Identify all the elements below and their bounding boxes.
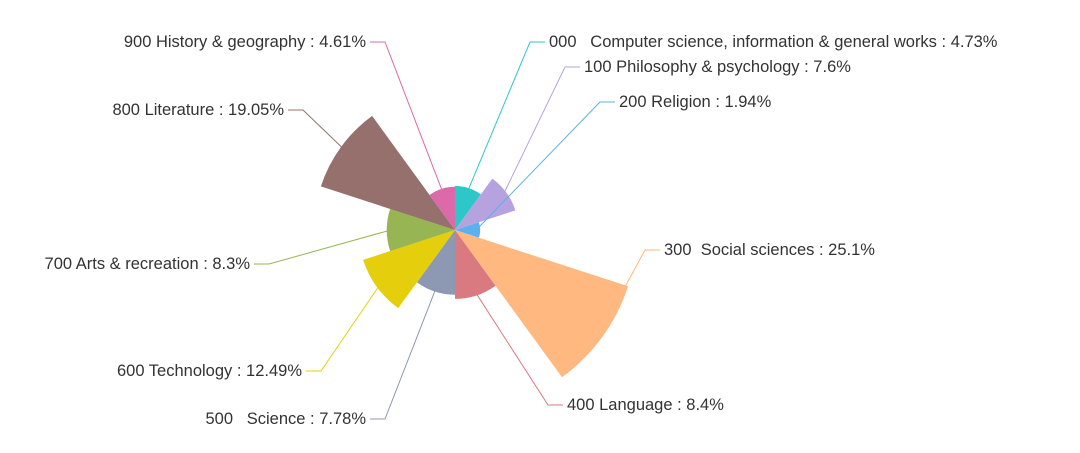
leader-line (474, 291, 563, 406)
slice-label: 300 Social sciences : 25.1% (664, 241, 875, 259)
slice-label: 100 Philosophy & psychology : 7.6% (584, 58, 851, 76)
rose-slice[interactable] (363, 230, 455, 309)
rose-slice[interactable] (455, 185, 481, 230)
rose-slice[interactable] (386, 208, 455, 252)
slice-labels: 000 Computer science, information & gene… (45, 33, 998, 428)
leader-lines (254, 41, 660, 420)
leader-line (598, 249, 660, 335)
rose-slice[interactable] (416, 230, 455, 295)
leader-line (288, 109, 345, 150)
leader-line (254, 229, 391, 265)
rose-slices (320, 115, 629, 378)
rose-slice[interactable] (455, 230, 496, 299)
rose-slice[interactable] (429, 186, 455, 230)
slice-label: 400 Language : 8.4% (567, 396, 724, 414)
leader-line (370, 287, 437, 420)
leader-line (502, 66, 580, 196)
slice-label: 000 Computer science, information & gene… (549, 33, 998, 51)
slice-label: 900 History & geography : 4.61% (124, 33, 366, 51)
leader-line (306, 284, 381, 372)
slice-label: 600 Technology : 12.49% (117, 362, 302, 380)
slice-label: 500 Science : 7.78% (205, 410, 366, 428)
rose-slice[interactable] (455, 222, 481, 238)
rose-slice[interactable] (320, 115, 455, 230)
slice-label: 200 Religion : 1.94% (619, 93, 772, 111)
leader-line (466, 41, 545, 193)
slice-label: 800 Literature : 19.05% (112, 101, 284, 119)
leader-line (475, 101, 615, 231)
leader-line (370, 41, 444, 193)
rose-slice[interactable] (455, 230, 629, 378)
rose-slice[interactable] (455, 178, 516, 230)
slice-label: 700 Arts & recreation : 8.3% (45, 255, 251, 273)
